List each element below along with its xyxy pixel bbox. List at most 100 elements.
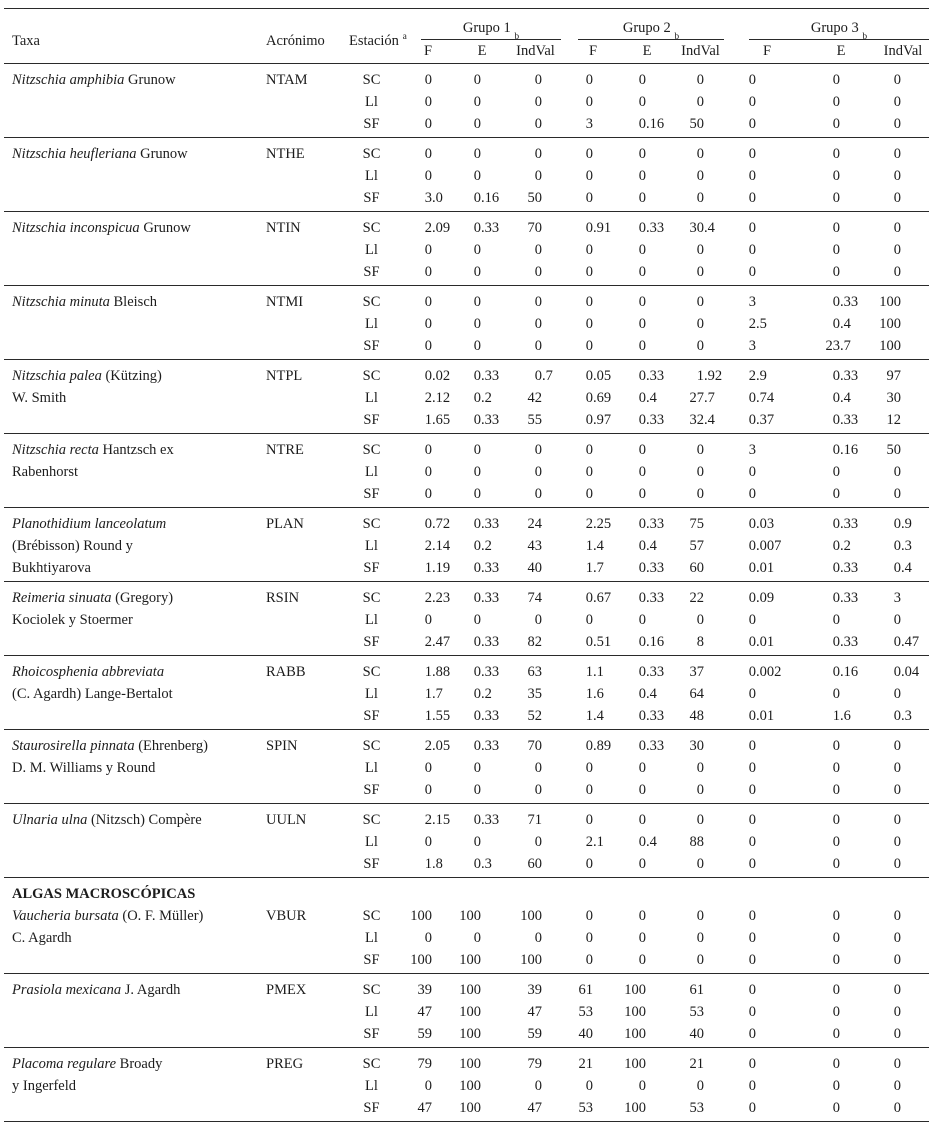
- value-cell: 0: [672, 853, 729, 875]
- value-int: 0: [534, 264, 542, 280]
- value-int: 0: [534, 294, 542, 310]
- value-int: 2: [424, 220, 432, 236]
- value-int: 0: [424, 760, 432, 776]
- value-cell: 0: [805, 735, 877, 757]
- value-int: 0: [534, 612, 542, 628]
- value-int: 0: [638, 560, 646, 576]
- value-cell: 0: [877, 1023, 929, 1045]
- value-int: 0: [748, 1026, 756, 1042]
- taxon-name-line: C. Agardh: [12, 927, 259, 949]
- value-int: 0: [638, 116, 646, 132]
- station-label: SC: [362, 220, 381, 236]
- value-cell: 0: [729, 1023, 805, 1045]
- value-cell: 0: [457, 439, 507, 461]
- value-cell: 0.3: [457, 853, 507, 875]
- value-int: 0: [585, 146, 593, 162]
- value-cell: 0: [457, 779, 507, 801]
- value-frac: .25: [593, 516, 612, 532]
- value-int: 0: [585, 590, 593, 606]
- value-int: 0: [534, 486, 542, 502]
- value-cell: 0: [622, 853, 672, 875]
- value-int: 0: [832, 486, 840, 502]
- value-int: 40: [578, 1026, 594, 1042]
- taxon-name-line: (C. Agardh) Lange-Bertalot: [12, 683, 259, 705]
- value-cell: 0: [507, 69, 564, 91]
- value-cell: 3: [729, 291, 805, 313]
- value-cell: 0: [399, 313, 457, 335]
- value-cell: 30: [877, 387, 929, 409]
- value-cell: 0.4: [805, 387, 877, 409]
- taxon-name-italic: Nitzschia amphibia: [12, 72, 125, 88]
- subcol-header-indval: IndVal: [516, 43, 555, 59]
- value-cell: 8: [672, 631, 729, 653]
- value-cell: 0: [507, 165, 564, 187]
- taxon-rowgrid: Rhoicosphenia abbreviata (C. Agardh) Lang…: [4, 661, 929, 727]
- value-int: 0: [832, 538, 840, 554]
- value-cell: 0: [877, 143, 929, 165]
- value-frac: .23: [432, 590, 451, 606]
- value-int: 0: [638, 368, 646, 384]
- value-cell: 2.09: [399, 217, 457, 239]
- value-int: 0: [832, 1078, 840, 1094]
- value-int: 0: [424, 930, 432, 946]
- value-int: 0: [638, 1078, 646, 1094]
- value-cell: 100: [457, 979, 507, 1001]
- value-int: 0: [473, 116, 481, 132]
- station-label: SC: [362, 146, 381, 162]
- value-int: 0: [893, 664, 901, 680]
- value-frac: .12: [432, 390, 451, 406]
- taxon-name-line: W. Smith: [12, 387, 259, 409]
- value-int: 0: [832, 1004, 840, 1020]
- value-cell: 0: [672, 291, 729, 313]
- value-int: 0: [424, 368, 432, 384]
- value-int: 0: [893, 760, 901, 776]
- value-cell: 0: [729, 217, 805, 239]
- taxon-name: Nitzschia palea (Kützing) W. Smith: [4, 365, 259, 431]
- value-frac: .05: [432, 738, 451, 754]
- value-cell: 39: [507, 979, 564, 1001]
- taxon-block: Prasiola mexicana J. Agardh PMEX SC 39 100 39…: [4, 974, 929, 1048]
- value-int: 0: [473, 390, 481, 406]
- value-frac: .33: [481, 708, 500, 724]
- value-int: 0: [638, 72, 646, 88]
- value-cell: 0.33: [457, 409, 507, 431]
- value-int: 0: [424, 486, 432, 502]
- value-cell: 0: [729, 461, 805, 483]
- value-cell: 0: [399, 483, 457, 505]
- value-cell: 0: [457, 261, 507, 283]
- value-cell: 0: [877, 1001, 929, 1023]
- value-int: 0: [893, 1026, 901, 1042]
- value-cell: 0: [564, 809, 622, 831]
- value-cell: 0: [805, 905, 877, 927]
- value-cell: 0: [564, 461, 622, 483]
- value-cell: 0: [672, 461, 729, 483]
- value-int: 0: [696, 952, 704, 968]
- subcol-header-indval: IndVal: [681, 43, 720, 59]
- value-cell: 0.33: [622, 217, 672, 239]
- value-cell: 0: [507, 291, 564, 313]
- value-frac: .55: [432, 708, 451, 724]
- value-int: 0: [585, 634, 593, 650]
- value-cell: 0: [399, 439, 457, 461]
- value-cell: 0: [507, 609, 564, 631]
- value-int: 0: [893, 486, 901, 502]
- value-int: 0: [748, 782, 756, 798]
- taxon-name: Nitzschia inconspicua Grunow: [4, 217, 259, 283]
- value-cell: 0: [564, 335, 622, 357]
- value-frac: .09: [432, 220, 451, 236]
- value-cell: 0.09: [729, 587, 805, 609]
- value-cell: 1.65: [399, 409, 457, 431]
- taxon-rowgrid: Nitzschia heufleriana Grunow NTHE SC 0 0 0 0 0 0…: [4, 143, 929, 209]
- value-cell: 3: [729, 335, 805, 357]
- value-cell: 100: [622, 1001, 672, 1023]
- value-cell: 0.4: [805, 313, 877, 335]
- taxon-rowgrid: Staurosirella pinnata (Ehrenberg) D. M. W…: [4, 735, 929, 801]
- taxon-authority: Rabenhorst: [12, 464, 79, 480]
- value-cell: 0.05: [564, 365, 622, 387]
- value-cell: 100: [457, 905, 507, 927]
- station-label: Ll: [365, 760, 378, 776]
- value-int: 0: [696, 338, 704, 354]
- value-int: 0: [424, 782, 432, 798]
- station-label: SC: [362, 982, 381, 998]
- value-frac: .51: [593, 634, 612, 650]
